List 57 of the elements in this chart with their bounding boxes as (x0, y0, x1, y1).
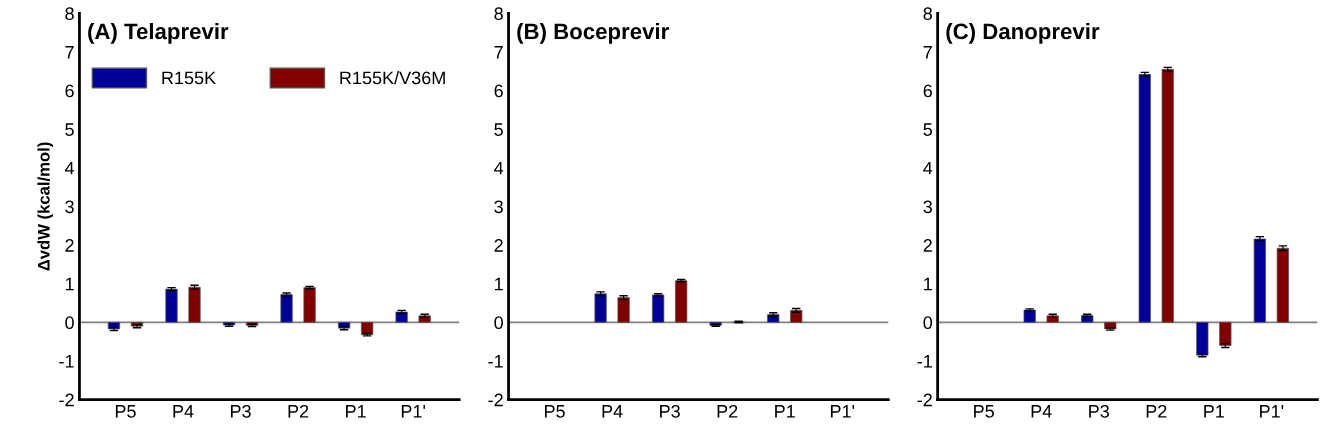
y-tick-label: 8 (923, 7, 932, 21)
x-tick-label: P3 (1089, 404, 1109, 418)
y-tick-label: 6 (65, 84, 74, 98)
x-tick-label: P5 (545, 405, 565, 418)
y-tick-label: 1 (924, 277, 932, 291)
y-tick-label: 1 (495, 277, 503, 291)
x-tick-label: P2 (1146, 404, 1167, 418)
y-tick-label: 6 (923, 84, 932, 98)
y-tick-label: 5 (923, 123, 933, 136)
x-tick-label: P1 (1204, 405, 1224, 418)
x-tick-label: P4 (602, 405, 623, 418)
y-tick-label: -1 (917, 355, 932, 368)
y-tick-label: 4 (923, 161, 933, 175)
y-tick-label: 8 (494, 7, 503, 21)
y-tick-label: -1 (59, 355, 74, 368)
y-tick-label: 0 (923, 316, 933, 330)
y-tick-label: 7 (494, 46, 503, 59)
y-tick-label: 0 (494, 316, 503, 330)
y-tick-label: 2 (65, 239, 74, 252)
y-tick-label: -2 (488, 393, 503, 407)
chart-title: (A) Telaprevir (88, 22, 229, 44)
x-tick-label: P5 (974, 405, 994, 418)
y-tick-label: 3 (65, 200, 74, 214)
y-tick-label: 1 (65, 277, 74, 291)
x-tick-label: P1' (1260, 405, 1284, 418)
x-tick-label: P4 (173, 405, 194, 418)
y-tick-label: 2 (494, 239, 503, 252)
y-tick-label: -1 (488, 355, 503, 368)
chart-title: (C) Danoprevir (946, 22, 1100, 44)
x-tick-label: P1 (346, 405, 366, 418)
y-tick-label: 8 (65, 7, 74, 21)
legend-label: R155K/V36M (340, 71, 445, 85)
x-tick-label: P2 (288, 404, 309, 418)
y-tick-label: -2 (917, 393, 932, 407)
y-tick-label: -2 (59, 393, 74, 407)
x-tick-label: P3 (660, 404, 680, 418)
x-tick-label: P1 (775, 405, 795, 418)
y-tick-label: 4 (64, 161, 75, 175)
y-tick-label: 3 (494, 200, 503, 214)
y-tick-label: 5 (494, 123, 503, 136)
x-tick-label: P1' (401, 405, 426, 418)
x-tick-label: P5 (115, 405, 136, 418)
y-tick-label: 4 (494, 161, 504, 175)
x-tick-label: P4 (1031, 405, 1052, 418)
y-tick-label: 7 (923, 46, 932, 59)
y-axis-title: ΔvdW (kcal/mol) (37, 142, 53, 271)
y-tick-label: 5 (65, 123, 74, 136)
legend-label: R155K (162, 71, 216, 85)
x-tick-label: P2 (717, 404, 738, 418)
x-tick-label: P1' (830, 405, 855, 418)
y-tick-label: 0 (65, 316, 74, 330)
y-tick-label: 6 (494, 84, 503, 98)
x-tick-label: P3 (230, 404, 251, 418)
chart-title: (B) Boceprevir (517, 22, 669, 44)
y-tick-label: 2 (923, 239, 932, 252)
y-tick-label: 3 (923, 200, 932, 214)
y-tick-label: 7 (65, 46, 74, 59)
